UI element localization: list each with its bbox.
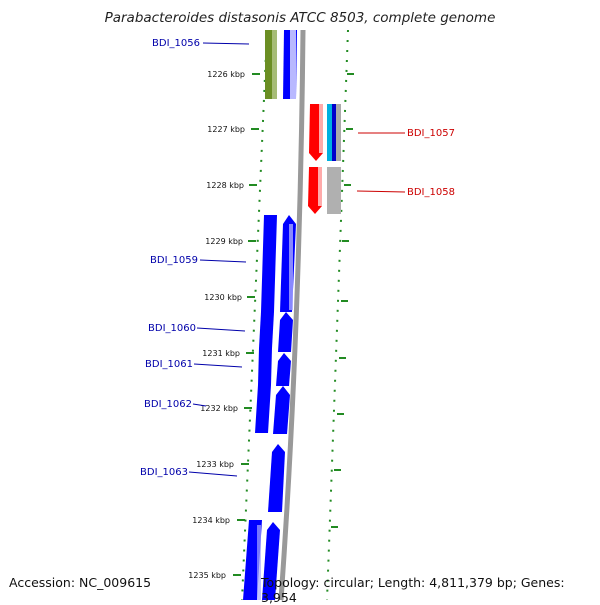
kbp-tick-1227: 1227 kbp	[207, 125, 259, 134]
kbp-label-1232: 1232 kbp	[200, 404, 238, 413]
right-ticks	[331, 73, 354, 528]
label-bdi-1060[interactable]: BDI_1060	[148, 323, 196, 334]
gene-bdi-1061[interactable]	[258, 348, 291, 386]
gene-bdi-1058[interactable]	[308, 167, 341, 214]
kbp-tick-1229: 1229 kbp	[205, 237, 256, 246]
leader-bdi-1058	[356, 190, 406, 193]
kbp-label-1228: 1228 kbp	[206, 181, 244, 190]
label-bdi-1062[interactable]: BDI_1062	[144, 399, 192, 410]
leader-bdi-1061	[193, 363, 243, 368]
kbp-label-1234: 1234 kbp	[192, 516, 230, 525]
kbp-tick-1230: 1230 kbp	[204, 293, 255, 302]
kbp-tick-1234: 1234 kbp	[192, 516, 245, 525]
genome-backbone	[278, 29, 306, 600]
kbp-label-1226: 1226 kbp	[207, 70, 245, 79]
genome-title: Parabacteroides distasonis ATCC 8503, co…	[104, 10, 496, 26]
gene-bdi-1056[interactable]	[265, 30, 297, 99]
leader-bdi-1056	[202, 42, 250, 45]
kbp-tick-1233: 1233 kbp	[196, 460, 249, 469]
label-bdi-1061[interactable]: BDI_1061	[145, 359, 193, 370]
label-bdi-1063[interactable]: BDI_1063	[140, 467, 188, 478]
kbp-label-1231: 1231 kbp	[202, 349, 240, 358]
kbp-tick-1231: 1231 kbp	[202, 349, 254, 358]
leader-bdi-1059	[199, 259, 247, 263]
kbp-label-1229: 1229 kbp	[205, 237, 243, 246]
kbp-label-1233: 1233 kbp	[196, 460, 234, 469]
kbp-label-1235: 1235 kbp	[188, 571, 226, 580]
gene-bdi-1063[interactable]	[268, 444, 285, 512]
kbp-tick-1235: 1235 kbp	[188, 571, 241, 580]
kbp-tick-1226: 1226 kbp	[207, 70, 260, 79]
label-bdi-1056[interactable]: BDI_1056	[152, 38, 200, 49]
kbp-label-1230: 1230 kbp	[204, 293, 242, 302]
accession-text: Accession: NC_009615	[9, 575, 152, 590]
gene-bdi-1057[interactable]	[309, 104, 341, 161]
label-bdi-1059[interactable]: BDI_1059	[150, 255, 198, 266]
kbp-tick-1232: 1232 kbp	[200, 404, 252, 413]
gene-bdi-1060[interactable]	[259, 312, 293, 352]
topology-text: Topology: circular; Length: 4,811,379 bp…	[261, 575, 565, 605]
gene-partial-bottom	[243, 520, 280, 600]
leader-bdi-1060	[196, 327, 246, 332]
leader-bdi-1063	[188, 471, 238, 477]
kbp-tick-1228: 1228 kbp	[206, 181, 257, 190]
kbp-label-1227: 1227 kbp	[207, 125, 245, 134]
label-bdi-1058[interactable]: BDI_1058	[407, 187, 455, 198]
gene-bdi-1062[interactable]	[255, 385, 290, 434]
gene-bdi-1059[interactable]	[261, 215, 296, 312]
label-bdi-1057[interactable]: BDI_1057	[407, 128, 455, 139]
leader-bdi-1062	[192, 403, 207, 407]
